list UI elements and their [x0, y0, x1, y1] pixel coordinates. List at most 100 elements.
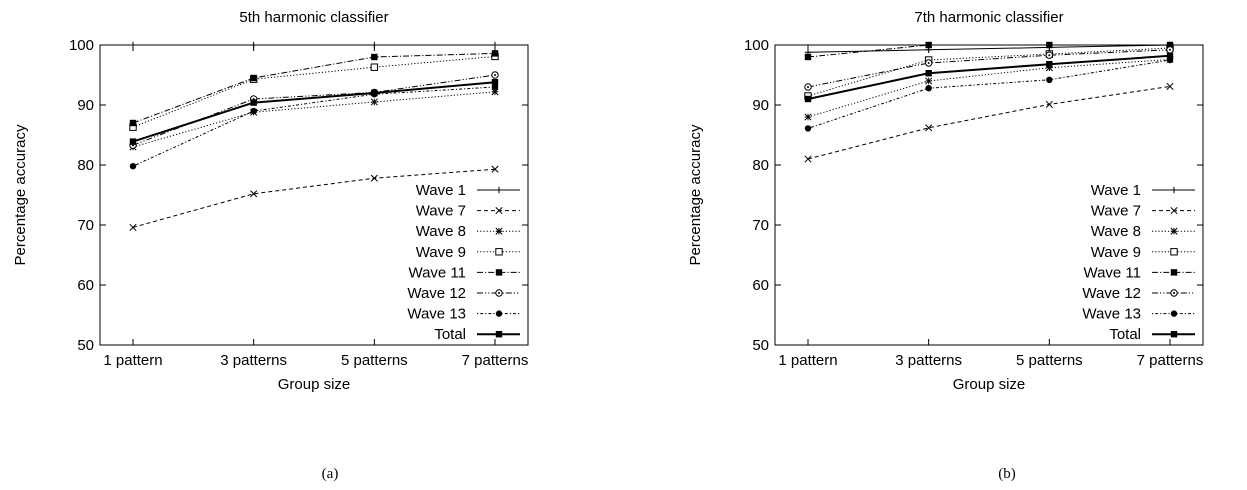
- data-point: [804, 53, 812, 61]
- legend-marker: [495, 310, 503, 317]
- data-point: [1046, 76, 1053, 84]
- legend-marker: [1170, 248, 1178, 256]
- legend-marker: [495, 207, 503, 215]
- x-axis-label: Group size: [953, 376, 1026, 393]
- series-wave-11: [129, 50, 499, 127]
- legend-item: Wave 13: [1082, 306, 1195, 323]
- legend-marker: [1170, 186, 1178, 194]
- series-line: [132, 55, 496, 128]
- legend-label: Wave 11: [408, 264, 466, 281]
- legend-item: Wave 7: [416, 203, 520, 220]
- series-line: [132, 86, 496, 167]
- series-line: [807, 44, 1170, 58]
- data-point: [129, 223, 137, 231]
- series-wave-9: [804, 44, 1174, 100]
- legend-item: Wave 7: [1091, 203, 1195, 220]
- data-point: [370, 98, 378, 106]
- data-point: [1166, 46, 1174, 54]
- subfigure-caption: (b): [998, 466, 1016, 482]
- series-line: [807, 44, 1171, 53]
- series-line: [807, 58, 1171, 118]
- chart-title: 7th harmonic classifier: [914, 9, 1063, 26]
- data-point: [491, 79, 499, 86]
- series-total: [804, 52, 1174, 103]
- chart-title: 5th harmonic classifier: [239, 9, 388, 26]
- legend-marker: [495, 269, 503, 276]
- data-point: [129, 163, 137, 170]
- series-wave-11: [804, 41, 1174, 61]
- data-point: [1046, 61, 1053, 68]
- series-line: [807, 47, 1171, 97]
- legend-marker: [1170, 227, 1178, 235]
- legend-label: Wave 11: [1083, 264, 1141, 281]
- x-tick-label: 7 patterns: [462, 352, 529, 369]
- subfigure-caption: (a): [322, 466, 339, 482]
- data-point: [1045, 51, 1054, 59]
- x-tick-label: 1 pattern: [778, 352, 837, 369]
- data-point: [925, 77, 933, 85]
- legend-label: Wave 8: [1091, 223, 1141, 240]
- x-axis-label: Group size: [278, 376, 351, 393]
- data-point: [491, 41, 499, 49]
- data-point: [371, 53, 378, 61]
- y-tick-label: 60: [77, 277, 94, 294]
- y-tick-label: 90: [77, 97, 94, 114]
- data-point: [1046, 41, 1053, 49]
- series-line: [807, 59, 1171, 129]
- legend-label: Wave 12: [1082, 285, 1141, 302]
- data-point: [491, 165, 499, 173]
- data-point: [1166, 52, 1174, 59]
- legend-label: Wave 7: [416, 203, 466, 220]
- data-point: [371, 41, 378, 49]
- legend-marker: [1170, 331, 1178, 338]
- data-point: [925, 124, 933, 132]
- data-point: [250, 99, 257, 106]
- legend-marker: [495, 186, 503, 194]
- data-point: [129, 138, 137, 145]
- y-tick-label: 100: [744, 37, 769, 54]
- legend-label: Total: [1109, 326, 1141, 343]
- data-point: [1166, 41, 1174, 49]
- data-point: [1045, 100, 1053, 108]
- chart-panel-a: 5th harmonic classifier 50 60 70 80 90 100 1 pa…: [12, 9, 529, 482]
- series-total: [129, 79, 499, 145]
- x-tick-label: 7 patterns: [1137, 352, 1204, 369]
- series-wave-12: [804, 46, 1174, 91]
- series-line: [132, 81, 496, 143]
- series-line: [132, 91, 496, 148]
- data-point: [491, 50, 499, 57]
- y-tick-label: 90: [752, 97, 769, 114]
- legend-item: Wave 12: [407, 285, 520, 302]
- legend-item: Wave 13: [407, 306, 520, 323]
- legend-marker: [495, 289, 503, 297]
- data-point: [1166, 82, 1174, 90]
- series-wave-1: [129, 41, 499, 49]
- legend-marker: [1170, 269, 1178, 276]
- x-tick-label: 5 patterns: [1016, 352, 1083, 369]
- series-wave-7: [129, 165, 499, 231]
- y-tick-label: 50: [77, 337, 94, 354]
- legend-marker: [495, 227, 503, 235]
- y-tick-label: 50: [752, 337, 769, 354]
- x-tick-label: 1 pattern: [103, 352, 162, 369]
- legend-label: Wave 13: [1082, 306, 1141, 323]
- data-point: [1045, 64, 1053, 72]
- data-point: [925, 41, 932, 49]
- legend-label: Wave 7: [1091, 203, 1141, 220]
- data-point: [491, 71, 499, 79]
- y-tick-label: 80: [77, 157, 94, 174]
- y-tick-label: 80: [752, 157, 769, 174]
- x-tick-label: 5 patterns: [341, 352, 408, 369]
- legend-item: Wave 1: [1091, 182, 1195, 199]
- data-point: [804, 95, 812, 103]
- data-point: [804, 113, 812, 121]
- y-tick-label: 70: [752, 217, 769, 234]
- data-point: [804, 155, 812, 163]
- series-line: [132, 74, 496, 146]
- legend-label: Wave 1: [416, 182, 466, 199]
- legend-item: Wave 9: [416, 244, 520, 261]
- data-point: [924, 59, 933, 67]
- series-wave-1: [804, 41, 1174, 56]
- series-line: [807, 49, 1171, 88]
